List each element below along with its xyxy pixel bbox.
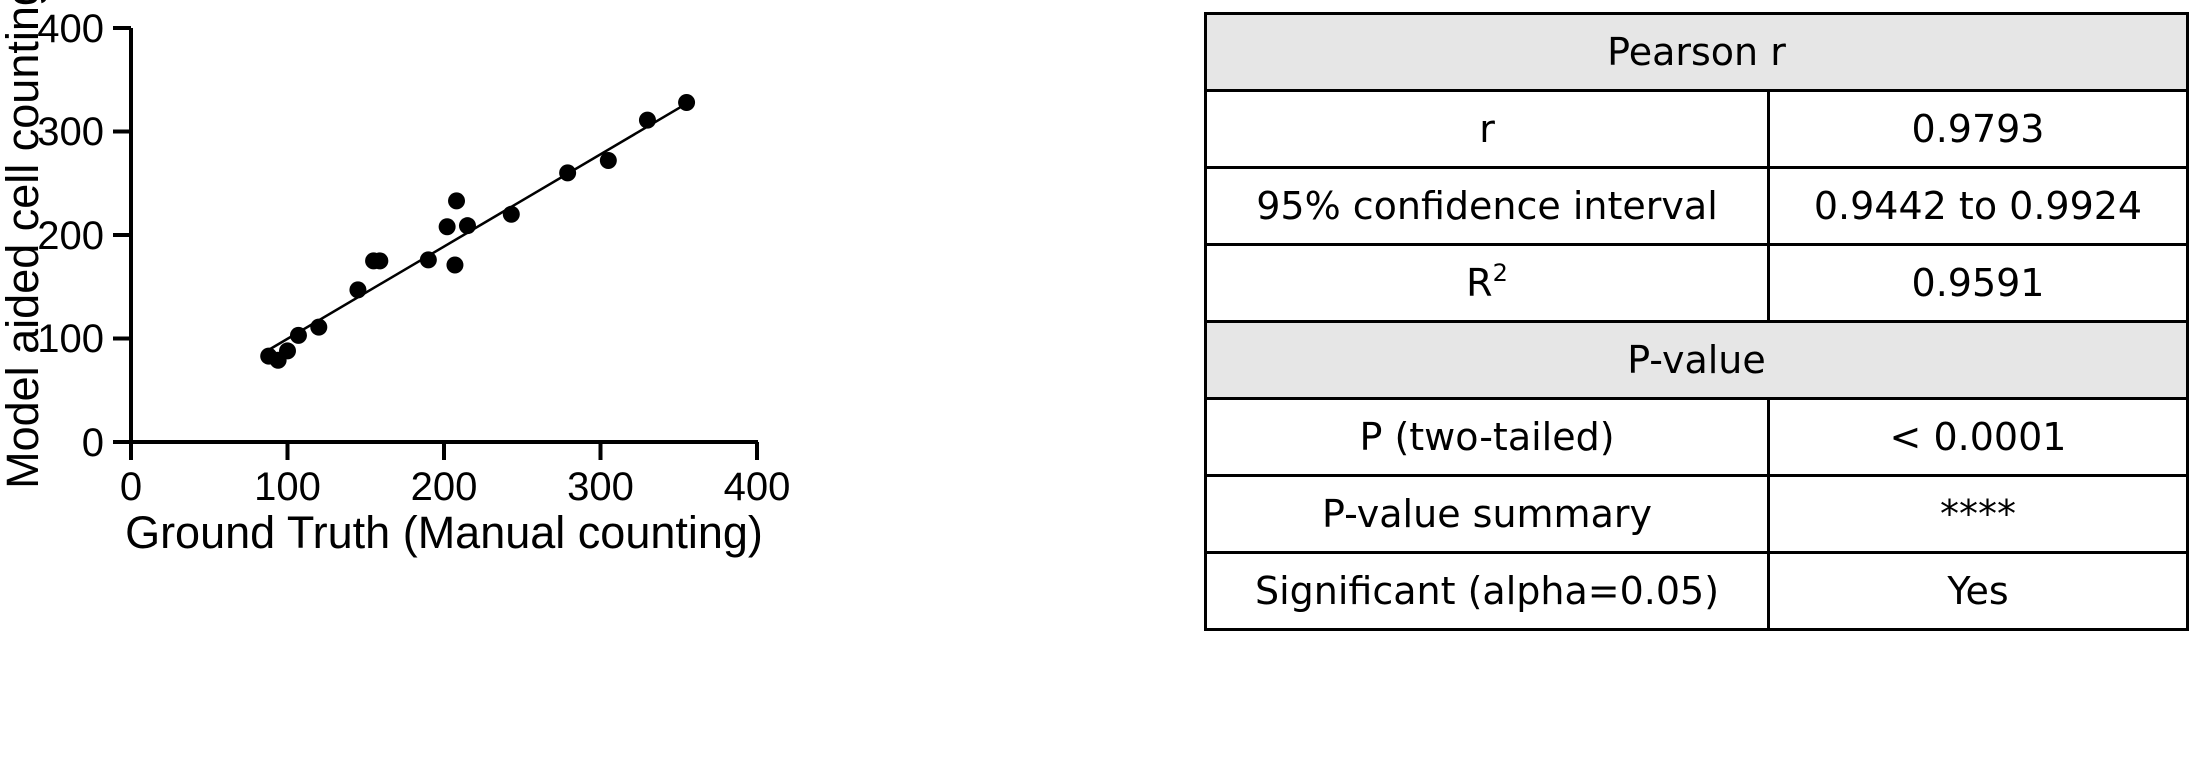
r-label: r	[1204, 89, 1770, 169]
data-point	[438, 218, 456, 236]
y-tick-label: 100	[37, 317, 104, 361]
data-point	[349, 281, 367, 299]
x-tick-label: 400	[724, 465, 791, 509]
scatter-chart: 0 100 200 300 400 0 100 200 300 400 Grou…	[0, 0, 791, 558]
table-row: P-value summary ****	[1204, 474, 2189, 554]
x-tick-label: 0	[120, 465, 142, 509]
data-point	[419, 251, 437, 269]
p-value-header: P-value	[1204, 320, 2189, 400]
data-point	[446, 256, 464, 274]
r-value: 0.9793	[1767, 89, 2189, 169]
summary-value: ****	[1767, 474, 2189, 554]
table-row: Pearson r	[1204, 12, 2189, 92]
y-tick-label: 400	[37, 7, 104, 51]
table-row: Significant (alpha=0.05) Yes	[1204, 551, 2189, 631]
data-point	[638, 111, 656, 129]
ci-value: 0.9442 to 0.9924	[1767, 166, 2189, 246]
data-point	[678, 94, 696, 112]
x-tick-label: 300	[567, 465, 634, 509]
x-tick-label: 200	[411, 465, 478, 509]
r2-label: R	[1466, 261, 1493, 305]
data-point	[599, 151, 617, 169]
table-row: P-value	[1204, 320, 2189, 400]
y-tick-label: 200	[37, 214, 104, 258]
data-point	[458, 217, 476, 235]
y-ticks: 0 100 200 300 400	[37, 7, 131, 465]
pearson-r-header: Pearson r	[1204, 12, 2189, 92]
data-points	[260, 94, 696, 369]
x-ticks: 0 100 200 300 400	[120, 442, 791, 509]
y-tick-label: 300	[37, 110, 104, 154]
table-row: P (two-tailed) < 0.0001	[1204, 397, 2189, 477]
significant-value: Yes	[1767, 551, 2189, 631]
table-row: R2 0.9591	[1204, 243, 2189, 323]
ci-label: 95% confidence interval	[1204, 166, 1770, 246]
regression-line	[268, 102, 688, 351]
significant-label: Significant (alpha=0.05)	[1204, 551, 1770, 631]
p-label: P (two-tailed)	[1204, 397, 1770, 477]
p-value: < 0.0001	[1767, 397, 2189, 477]
r2-label-cell: R2	[1204, 243, 1770, 323]
data-point	[289, 326, 307, 344]
r2-value: 0.9591	[1767, 243, 2189, 323]
pearson-stats-table: Pearson r r 0.9793 95% confidence interv…	[1204, 12, 2189, 631]
x-tick-label: 100	[254, 465, 321, 509]
y-tick-label: 0	[82, 421, 104, 465]
data-point	[448, 192, 466, 210]
table-row: r 0.9793	[1204, 89, 2189, 169]
data-point	[279, 342, 296, 360]
table-row: 95% confidence interval 0.9442 to 0.9924	[1204, 166, 2189, 246]
data-point	[559, 164, 577, 182]
data-point	[502, 205, 520, 223]
data-point	[310, 318, 328, 336]
x-axis-title: Ground Truth (Manual counting)	[125, 507, 763, 558]
r2-superscript: 2	[1492, 259, 1508, 287]
data-point	[371, 252, 389, 270]
y-axis-title: Model aided cell counting	[0, 0, 48, 489]
summary-label: P-value summary	[1204, 474, 1770, 554]
